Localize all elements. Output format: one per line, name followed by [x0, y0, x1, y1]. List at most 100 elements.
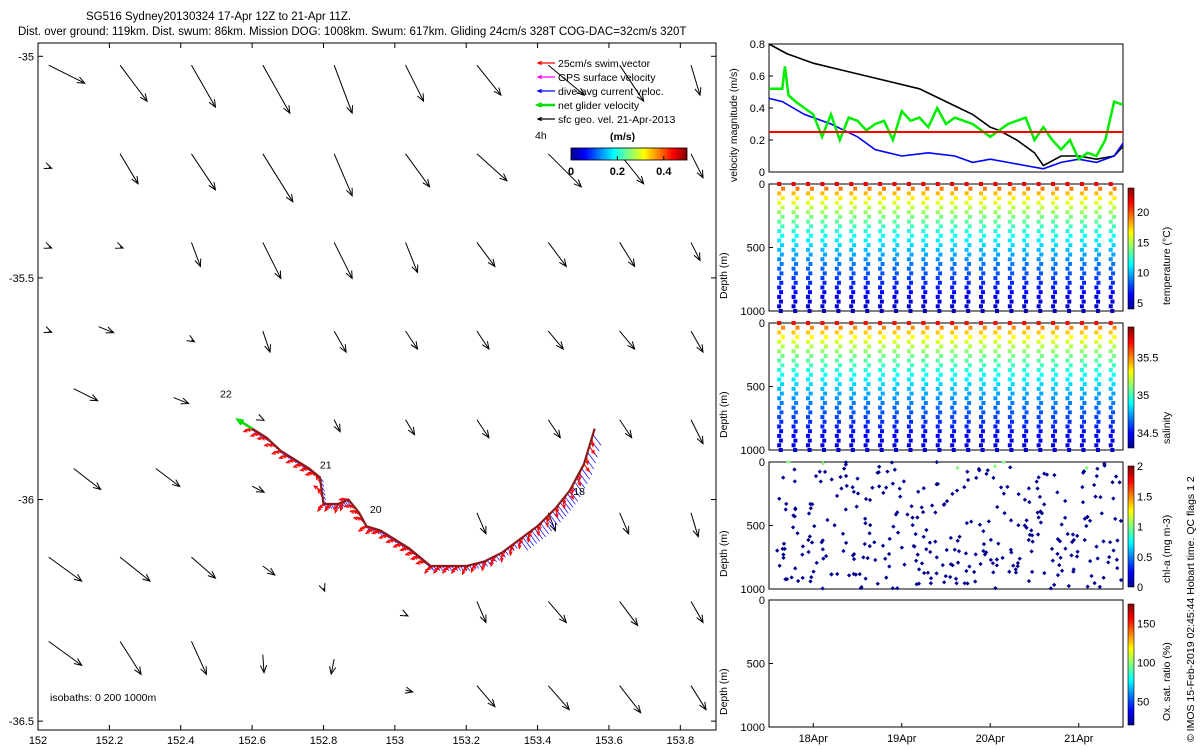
- section-point: [995, 400, 1000, 405]
- section-point: [951, 448, 956, 452]
- swim-vector-head: [561, 504, 566, 510]
- section-point: [781, 541, 787, 546]
- section-point: [1079, 191, 1084, 196]
- section-point: [791, 238, 796, 243]
- section-point: [836, 309, 841, 313]
- section-point: [849, 349, 854, 354]
- section-point: [1051, 200, 1056, 205]
- section-point: [1097, 214, 1102, 219]
- section-point: [805, 219, 810, 224]
- section-point: [839, 486, 844, 491]
- swim-vector-head: [424, 569, 429, 575]
- section-point: [849, 321, 854, 325]
- section-point: [892, 266, 897, 271]
- sfc-vector-head: [624, 429, 633, 439]
- map-colorbar-tick-label: 0.2: [610, 166, 625, 178]
- section-point: [1111, 382, 1116, 387]
- section-point: [935, 266, 940, 271]
- section-point: [834, 377, 839, 382]
- section-point: [1051, 377, 1056, 382]
- section-point: [1051, 349, 1056, 354]
- section-point: [967, 224, 972, 229]
- section-point: [1029, 528, 1034, 533]
- section-point: [1097, 372, 1102, 377]
- section-point: [1079, 386, 1084, 391]
- section-point: [984, 471, 989, 476]
- section-point: [822, 419, 827, 424]
- section-point: [813, 473, 819, 479]
- section-point: [1108, 424, 1113, 429]
- section-point: [1022, 191, 1027, 196]
- section-point: [793, 280, 798, 285]
- sfc-vector-head: [693, 252, 701, 262]
- section-point: [1079, 339, 1084, 344]
- section-point: [935, 405, 940, 410]
- section-point: [849, 433, 854, 438]
- sfc-vector-shaft: [333, 419, 341, 432]
- section-point: [921, 191, 926, 196]
- section-point: [878, 330, 883, 335]
- section-point: [993, 321, 998, 325]
- section-point: [820, 339, 825, 344]
- section-point: [916, 489, 921, 494]
- section-point: [993, 330, 998, 335]
- sfc-vector-head: [696, 169, 704, 179]
- section-point: [885, 469, 890, 474]
- section-point: [791, 247, 796, 252]
- section-point: [777, 330, 782, 335]
- section-point: [863, 247, 868, 252]
- section-point: [1093, 494, 1098, 499]
- velocity-y-tick-label: 0.2: [750, 135, 765, 147]
- section-ylabel: Depth (m): [718, 252, 730, 299]
- swim-vector-head: [415, 560, 421, 565]
- section-point: [906, 219, 911, 224]
- section-point: [919, 505, 924, 510]
- section-point: [779, 410, 784, 415]
- section-point: [938, 224, 943, 229]
- section-axes-box: [768, 461, 1124, 590]
- section-point: [973, 579, 978, 584]
- swim-vector-head: [538, 526, 542, 532]
- sfc-vector-head: [283, 105, 291, 115]
- section-point: [791, 321, 796, 325]
- section-point: [1079, 330, 1084, 335]
- sfc-vector-shaft: [476, 242, 496, 267]
- section-point: [925, 186, 930, 191]
- section-point: [878, 321, 883, 325]
- sfc-vector-shaft: [547, 242, 567, 267]
- section-point: [997, 196, 1002, 201]
- section-point: [895, 243, 900, 248]
- section-point: [1036, 266, 1041, 271]
- section-point: [820, 538, 825, 543]
- section-point: [824, 186, 829, 191]
- section-point: [935, 377, 940, 382]
- section-point: [791, 433, 796, 438]
- legend-swatch: [536, 74, 555, 80]
- section-point: [880, 261, 885, 266]
- section-point: [865, 448, 870, 452]
- section-point: [928, 581, 933, 586]
- swim-vector-head: [356, 516, 362, 521]
- section-point: [1036, 386, 1041, 391]
- section-point: [978, 238, 983, 243]
- section-point: [1022, 396, 1027, 401]
- section-point: [964, 191, 969, 196]
- section-point: [780, 224, 785, 229]
- section-point: [791, 377, 796, 382]
- section-point: [993, 276, 998, 281]
- section-point: [834, 368, 839, 373]
- section-point: [824, 325, 829, 330]
- map-colorbar-ticks: 0 0.2 0.4: [568, 156, 672, 178]
- section-point: [793, 506, 798, 511]
- section-point: [780, 233, 785, 238]
- section-point: [1025, 353, 1030, 358]
- section-point: [881, 186, 886, 191]
- section-point: [1051, 266, 1056, 271]
- section-point: [859, 585, 864, 590]
- legend-label: 25cm/s swim vector: [558, 58, 651, 70]
- section-point: [777, 200, 782, 205]
- section-point: [820, 405, 825, 410]
- section-point: [892, 368, 897, 373]
- section-point: [1111, 363, 1116, 368]
- section-point: [791, 294, 796, 299]
